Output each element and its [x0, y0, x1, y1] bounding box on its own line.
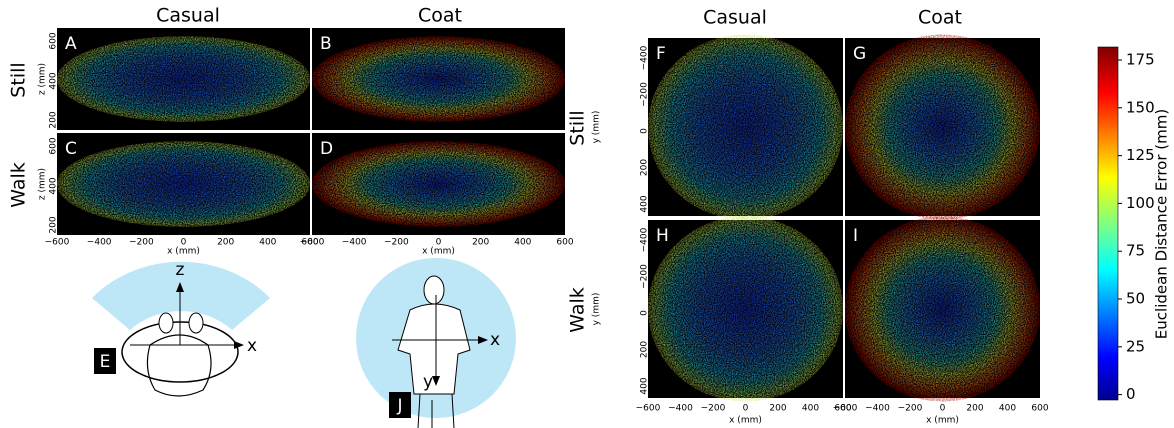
- x-axis-label: x (mm): [926, 416, 959, 426]
- row-label: Still: [8, 62, 30, 97]
- y-tick-label: −200: [640, 264, 650, 289]
- figure: A 600 400 200 z (mm) B C 600 400 200 z (mm) −600 −40…: [0, 0, 1174, 428]
- y-tick-label: 200: [49, 216, 59, 233]
- colorbar-tick-label: 50: [1126, 290, 1145, 308]
- x-tick-label: 600: [556, 238, 573, 248]
- axis-letter: x: [490, 330, 500, 350]
- point-cloud: [312, 141, 565, 227]
- x-tick-label: −200: [898, 404, 923, 414]
- colorbar-tick-label: 100: [1126, 194, 1155, 212]
- y-tick-label: 200: [640, 341, 650, 358]
- x-axis-label: x (mm): [422, 247, 455, 257]
- y-axis-label: y (mm): [592, 111, 602, 144]
- y-tick-label: 400: [49, 72, 59, 89]
- point-cloud: [57, 141, 310, 227]
- y-tick-label: 0: [640, 128, 650, 134]
- x-axis-label: x (mm): [729, 416, 762, 426]
- x-tick-label: −400: [87, 238, 112, 248]
- diagram-letter: J: [396, 396, 402, 416]
- row-label: Still: [567, 110, 589, 145]
- y-tick-label: −200: [640, 82, 650, 107]
- panel-letter: B: [320, 34, 332, 54]
- y-tick-label: 0: [640, 310, 650, 316]
- diagram-e: [92, 262, 270, 396]
- point-cloud: [648, 34, 843, 219]
- x-tick-label: 400: [514, 238, 531, 248]
- y-tick-label: −400: [640, 45, 650, 70]
- colorbar-tick-label: 125: [1126, 146, 1155, 164]
- y-tick-label: −400: [640, 227, 650, 252]
- x-tick-label: 0: [743, 404, 749, 414]
- panel-letter: G: [853, 44, 866, 64]
- row-label: Walk: [8, 162, 30, 208]
- panel-letter: I: [853, 226, 858, 246]
- x-tick-label: −200: [701, 404, 726, 414]
- column-title: Casual: [156, 5, 220, 27]
- column-title: Coat: [918, 7, 962, 29]
- x-tick-label: −600: [45, 238, 70, 248]
- diagram-letter: E: [100, 352, 111, 372]
- point-cloud: [845, 34, 1040, 219]
- panel-letter: H: [656, 226, 669, 246]
- panel-letter: A: [65, 34, 77, 54]
- colorbar: [1098, 47, 1118, 400]
- x-tick-label: 400: [259, 238, 276, 248]
- x-tick-label: −200: [129, 238, 154, 248]
- panel-letter: C: [65, 139, 77, 159]
- y-tick-label: 600: [49, 32, 59, 49]
- x-tick-label: −200: [384, 238, 409, 248]
- point-cloud: [57, 36, 310, 122]
- x-tick-label: 200: [217, 238, 234, 248]
- colorbar-label: Euclidean Distance Error (mm): [1153, 109, 1171, 339]
- x-tick-label: −600: [833, 404, 858, 414]
- x-tick-label: −400: [865, 404, 890, 414]
- colorbar-tick-label: 175: [1126, 51, 1155, 69]
- axis-letter: x: [247, 336, 257, 356]
- colorbar-tick-label: 0: [1126, 385, 1136, 403]
- x-tick-label: 200: [472, 238, 489, 248]
- x-tick-label: 600: [1031, 404, 1048, 414]
- x-tick-label: −600: [636, 404, 661, 414]
- x-tick-label: 200: [769, 404, 786, 414]
- point-cloud: [648, 216, 843, 401]
- y-axis-label: z (mm): [38, 168, 48, 200]
- x-axis-label: x (mm): [167, 247, 200, 257]
- y-tick-label: 400: [640, 195, 650, 212]
- colorbar-tick-label: 25: [1126, 337, 1145, 355]
- axis-letter: z: [176, 260, 185, 280]
- column-title: Casual: [703, 7, 767, 29]
- panel-letter: D: [320, 139, 333, 159]
- x-tick-label: 400: [802, 404, 819, 414]
- y-axis-label: y (mm): [592, 293, 602, 326]
- y-tick-label: 600: [49, 137, 59, 154]
- x-tick-label: 0: [940, 404, 946, 414]
- point-cloud: [312, 36, 565, 122]
- x-tick-label: 400: [999, 404, 1016, 414]
- x-tick-label: −400: [668, 404, 693, 414]
- y-tick-label: 400: [49, 177, 59, 194]
- y-tick-label: 200: [640, 159, 650, 176]
- x-tick-label: −600: [300, 238, 325, 248]
- y-tick-label: 400: [640, 377, 650, 394]
- y-axis-label: z (mm): [38, 63, 48, 95]
- x-tick-label: 200: [966, 404, 983, 414]
- x-tick-label: −400: [342, 238, 367, 248]
- panel-letter: F: [656, 44, 666, 64]
- colorbar-tick-label: 150: [1126, 98, 1155, 116]
- point-cloud: [845, 216, 1040, 401]
- colorbar-tick-label: 75: [1126, 242, 1145, 260]
- column-title: Coat: [418, 5, 462, 27]
- y-tick-label: 200: [49, 111, 59, 128]
- axis-letter: y: [423, 372, 433, 392]
- row-label: Walk: [567, 287, 589, 333]
